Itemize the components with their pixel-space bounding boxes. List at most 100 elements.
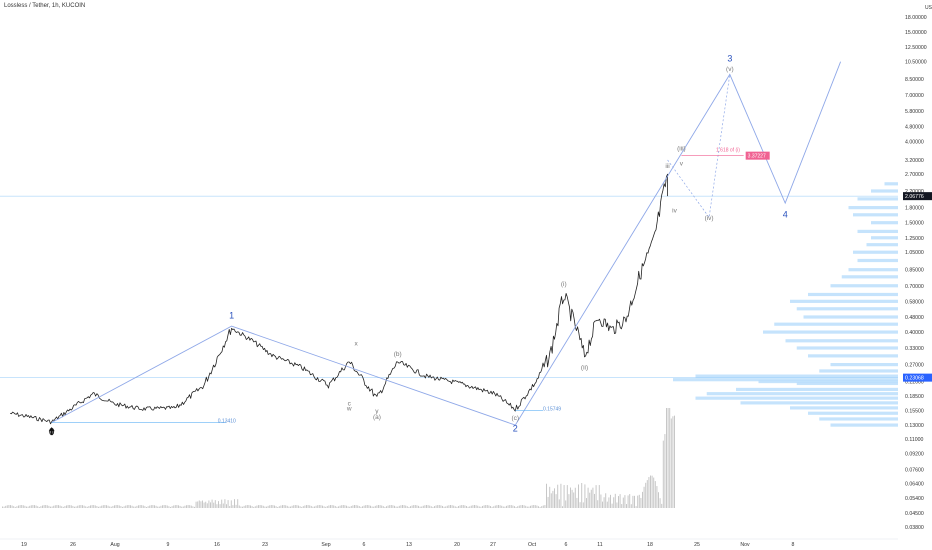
volume-bar [504, 506, 506, 508]
volume-bar [216, 504, 218, 508]
volume-bar [170, 506, 171, 508]
volume-bar [496, 505, 498, 508]
volume-bar [195, 501, 197, 508]
profile-bar [830, 284, 898, 288]
volume-bar [645, 482, 647, 508]
volume-bar [72, 505, 74, 508]
volume-bar [61, 506, 63, 508]
volume-bar [341, 505, 343, 508]
volume-bar [427, 505, 429, 508]
volume-bar [477, 505, 479, 508]
volume-bar [37, 506, 39, 508]
volume-bar [571, 489, 573, 508]
volume-bar [469, 506, 471, 508]
volume-bar [638, 494, 640, 508]
volume-bar [274, 505, 275, 508]
volume-bar [666, 408, 667, 508]
volume-bar [330, 505, 331, 508]
volume-bar [320, 505, 322, 508]
volume-bar [94, 505, 96, 508]
volume-bar [381, 505, 383, 508]
y-tick-label: 4.00000 [905, 140, 924, 146]
volume-bar [125, 505, 127, 508]
volume-bar [493, 506, 495, 508]
x-tick-label: Sep [321, 542, 330, 548]
volume-bar [434, 506, 435, 508]
volume-bar [174, 505, 176, 508]
volume-bar [531, 505, 533, 508]
profile-bar [848, 268, 898, 272]
volume-bar [346, 505, 347, 508]
y-tick-label: 0.05400 [905, 496, 924, 502]
volume-bar [283, 505, 285, 508]
volume-bar [154, 505, 155, 508]
volume-bar [194, 506, 195, 508]
volume-bar [176, 505, 178, 508]
volume-bar [326, 506, 328, 508]
volume-bar [373, 506, 375, 508]
volume-bar [331, 505, 333, 508]
volume-bar [118, 505, 120, 508]
volume-bar [595, 485, 597, 508]
volume-bar [418, 505, 419, 508]
volume-bar [410, 506, 411, 508]
volume-bar [557, 484, 559, 508]
volume-bar [26, 506, 27, 508]
volume-bar [230, 500, 232, 508]
volume-bar [243, 505, 245, 508]
volume-bar [261, 505, 263, 508]
volume-bar [443, 506, 445, 508]
volume-bar [466, 506, 467, 508]
volume-bar [581, 483, 583, 508]
volume-bar [664, 434, 666, 508]
volume-bar [608, 497, 610, 508]
volume-bar [70, 505, 72, 508]
y-tick-label: 2.70000 [905, 172, 924, 178]
volume-bar [146, 506, 147, 508]
volume-bar [603, 497, 605, 508]
volume-bar [555, 494, 557, 508]
volume-bar [643, 486, 645, 508]
y-tick-label: 3.20000 [905, 158, 924, 164]
y-tick-label: 0.48000 [905, 315, 924, 321]
volume-bar [570, 487, 571, 508]
profile-bar [695, 396, 898, 400]
volume-bar [259, 505, 261, 508]
x-tick-label: 9 [167, 542, 170, 548]
wave-label: (i) [561, 281, 567, 288]
x-tick-label: 6 [363, 542, 366, 548]
volume-bar [586, 498, 587, 508]
profile-bar [871, 221, 898, 225]
volume-bar [368, 505, 370, 508]
volume-bar [150, 505, 152, 508]
volume-bar [29, 505, 31, 508]
volume-bar [520, 505, 522, 508]
volume-bar [134, 506, 136, 508]
volume-bar [352, 505, 354, 508]
volume-bar [242, 506, 243, 508]
volume-bar [402, 505, 403, 508]
volume-bar [387, 505, 389, 508]
volume-bar [272, 505, 274, 508]
volume-bar [429, 505, 431, 508]
y-tick-label: 0.40000 [905, 330, 924, 336]
volume-bar [653, 477, 655, 508]
volume-bar [85, 506, 87, 508]
volume-bar [344, 505, 346, 508]
profile-bar [808, 354, 898, 358]
x-tick-label: 11 [597, 542, 602, 548]
volume-bar [229, 506, 231, 508]
volume-bar [155, 505, 157, 508]
volume-bar [323, 506, 325, 508]
volume-bar [614, 493, 616, 508]
profile-bar [808, 292, 898, 297]
volume-bar [512, 505, 514, 508]
profile-bar [796, 346, 898, 350]
volume-bar [451, 505, 453, 508]
volume-bar [48, 505, 50, 508]
profile-bar [848, 206, 898, 210]
volume-bar [611, 503, 613, 508]
volume-bar [670, 418, 672, 508]
volume-bar [88, 506, 90, 508]
